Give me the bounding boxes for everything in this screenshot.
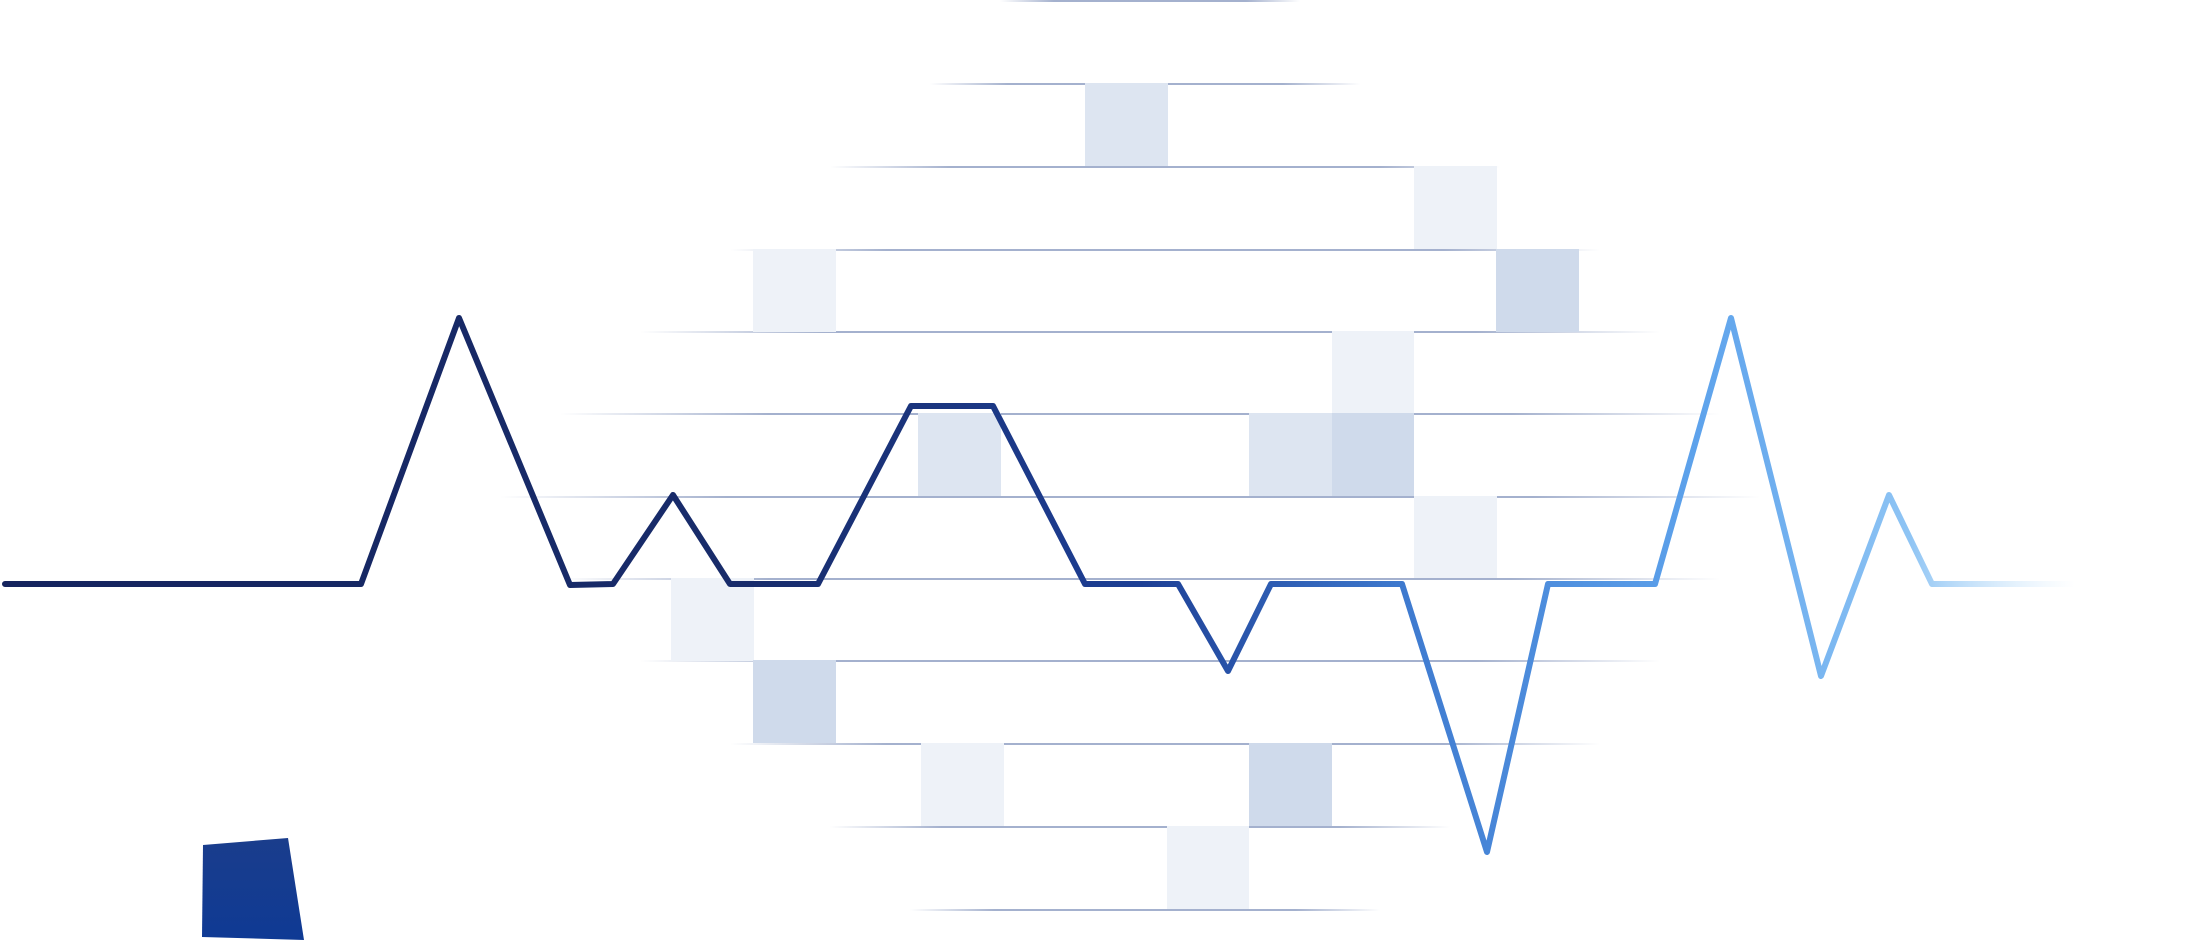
grid-cell [1167,826,1249,909]
grid-line [1000,0,1300,2]
pulse-line-icon [2,315,2078,855]
grid-cell [918,413,1001,496]
grid-cell [921,743,1004,826]
grid-line [910,909,1380,911]
grid-cell [1496,249,1579,332]
grid-line [730,743,1600,745]
grid-cell [753,660,836,743]
grid-cell [1249,413,1332,496]
grid-cell [1414,496,1497,578]
grid-line [560,578,1720,580]
grid-cell [1085,83,1168,166]
grid-cell [1332,331,1414,414]
grid-cell [1414,166,1497,249]
grid-line [640,660,1660,662]
grid-line [830,166,1500,168]
grid-cell [1249,743,1332,826]
grid-line [500,496,1760,498]
grid-cell [753,249,836,332]
grid-cell [671,578,754,661]
grid-cells [671,83,1579,909]
grid-line [830,826,1450,828]
corner-marker-icon [202,838,304,940]
grid-line [640,331,1660,333]
grid-line [560,413,1720,415]
grid-cell [1332,413,1414,496]
grid-line [730,249,1600,251]
